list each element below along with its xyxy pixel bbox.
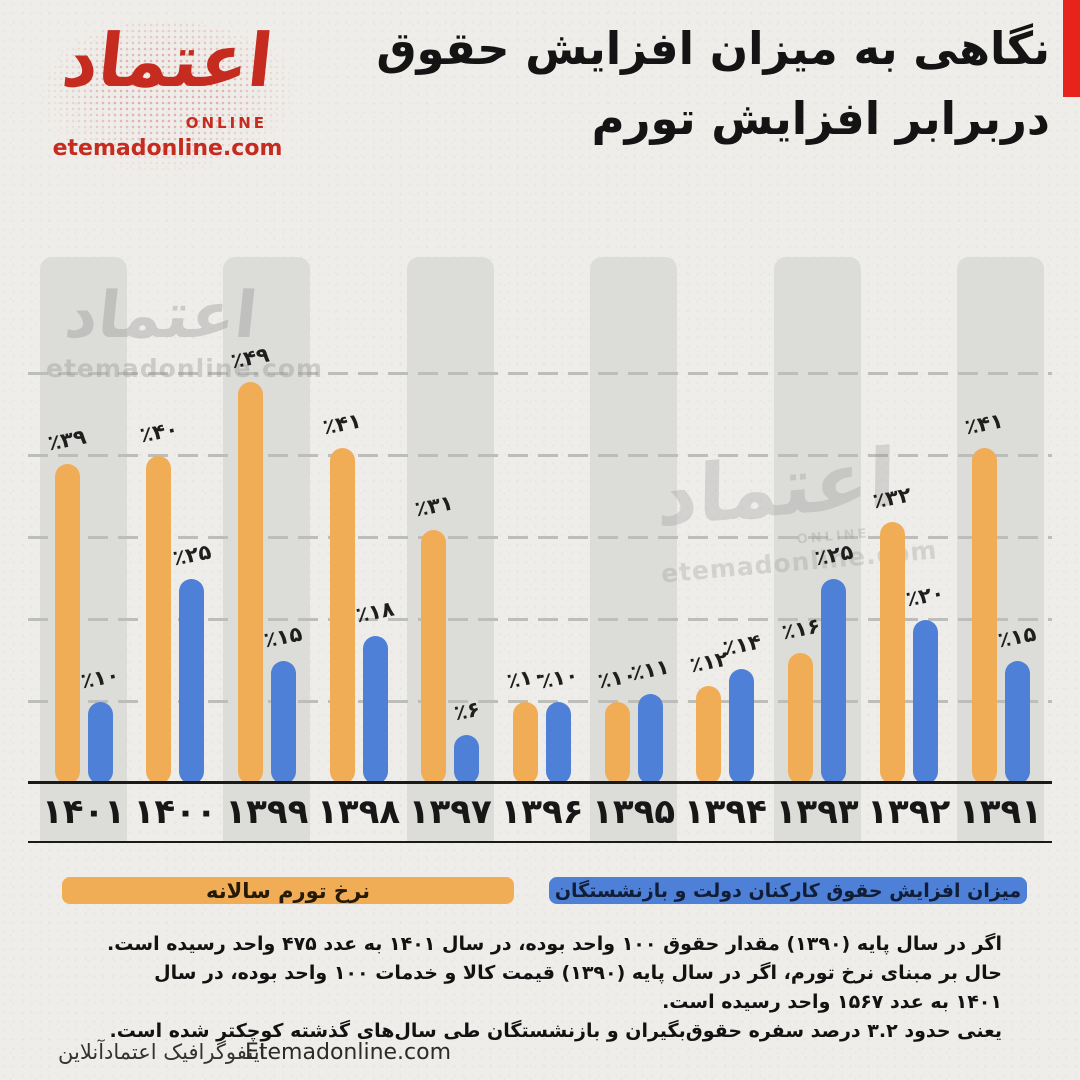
legend-salary: میزان افزایش حقوق کارکنان دولت و بازنشست… bbox=[549, 877, 1027, 904]
gridline-10-percent bbox=[28, 700, 1052, 703]
legend-salary-label: میزان افزایش حقوق کارکنان دولت و بازنشست… bbox=[554, 879, 1022, 902]
bottom-rule bbox=[28, 841, 1052, 843]
year-label: ۱۳۹۸ bbox=[317, 792, 401, 832]
year-label: ۱۳۹۹ bbox=[225, 792, 309, 832]
salary-bar bbox=[362, 636, 388, 784]
footnotes: اگر در سال پایه (۱۳۹۰) مقدار حقوق ۱۰۰ وا… bbox=[102, 930, 1002, 1046]
inflation-bar bbox=[879, 521, 905, 784]
stripe-band bbox=[406, 257, 494, 841]
inflation-bar bbox=[971, 447, 997, 784]
footnote-line-3: یعنی حدود ۳.۲ درصد سفره حقوق‌بگیران و با… bbox=[109, 1020, 1002, 1042]
title-line-2: دربرابر افزایش تورم bbox=[591, 91, 1050, 145]
red-accent-bar bbox=[1063, 0, 1080, 97]
etemad-logo: اعتماد ONLINE etemadonline.com bbox=[40, 18, 295, 178]
x-axis-baseline bbox=[28, 781, 1052, 784]
etemad-calligraphy: اعتماد bbox=[58, 17, 277, 105]
footnote-line-2: حال بر مبنای نرخ تورم، اگر در سال پایه (… bbox=[154, 962, 1002, 1013]
legend-inflation: نرخ تورم سالانه bbox=[62, 877, 514, 904]
footnote-line-1: اگر در سال پایه (۱۳۹۰) مقدار حقوق ۱۰۰ وا… bbox=[107, 933, 1002, 955]
inflation-bar bbox=[788, 652, 814, 784]
inflation-bar bbox=[604, 702, 630, 784]
world-map-dots-pattern bbox=[40, 22, 295, 172]
bar-value-label: ٪۴۱ bbox=[320, 408, 364, 440]
salary-bar bbox=[729, 669, 755, 784]
gridline-20-percent bbox=[28, 618, 1052, 621]
gridline-40-percent bbox=[28, 454, 1052, 457]
inflation-bar bbox=[54, 464, 80, 784]
bar-value-label: ٪۴۰ bbox=[137, 416, 180, 448]
year-label: ۱۳۹۷ bbox=[408, 792, 492, 832]
salary-bar bbox=[546, 702, 571, 784]
inflation-bar bbox=[421, 529, 447, 784]
salary-bar bbox=[87, 702, 113, 784]
year-label: ۱۳۹۴ bbox=[683, 792, 767, 832]
year-label: ۱۴۰۰ bbox=[133, 792, 217, 832]
salary-bar bbox=[912, 620, 938, 784]
inflation-bar bbox=[696, 685, 722, 784]
inflation-bar bbox=[513, 702, 538, 784]
year-label: ۱۳۹۱ bbox=[958, 792, 1042, 832]
bar-value-label: ٪۳۲ bbox=[871, 482, 914, 514]
stripe-band bbox=[590, 257, 678, 841]
year-label: ۱۳۹۲ bbox=[867, 792, 951, 832]
salary-bar bbox=[1004, 661, 1030, 784]
year-label: ۱۳۹۳ bbox=[775, 792, 859, 832]
logo-site-url: etemadonline.com bbox=[52, 136, 283, 161]
inflation-bar bbox=[146, 456, 172, 784]
stripe-band bbox=[957, 257, 1044, 841]
salary-bar bbox=[821, 579, 847, 784]
salary-bar bbox=[637, 693, 663, 784]
inflation-bar bbox=[237, 382, 263, 784]
salary-bar bbox=[454, 734, 480, 784]
legend-inflation-label: نرخ تورم سالانه bbox=[205, 878, 371, 903]
gridline-30-percent bbox=[28, 536, 1052, 539]
gridline-50-percent bbox=[28, 372, 1052, 375]
salary-bar bbox=[179, 579, 205, 784]
inflation-bar bbox=[329, 447, 355, 784]
infographic-credit: اینفوگرافیک اعتمادآنلاین bbox=[58, 1040, 266, 1064]
grouped-bar-chart: اعتماد etemadonline.com اعتماد ONLINE et… bbox=[28, 252, 1052, 843]
page-title: نگاهی به میزان افزایش حقوق دربرابر افزای… bbox=[376, 14, 1050, 154]
logo-online-label: ONLINE bbox=[185, 114, 267, 132]
salary-bar bbox=[270, 661, 296, 784]
year-label: ۱۳۹۵ bbox=[592, 792, 676, 832]
year-label: ۱۳۹۶ bbox=[500, 792, 584, 832]
footer-site-url: Etemadonline.com bbox=[245, 1040, 452, 1065]
title-line-1: نگاهی به میزان افزایش حقوق bbox=[376, 22, 1050, 75]
year-label: ۱۴۰۱ bbox=[41, 792, 125, 832]
stripe-band bbox=[40, 257, 127, 841]
